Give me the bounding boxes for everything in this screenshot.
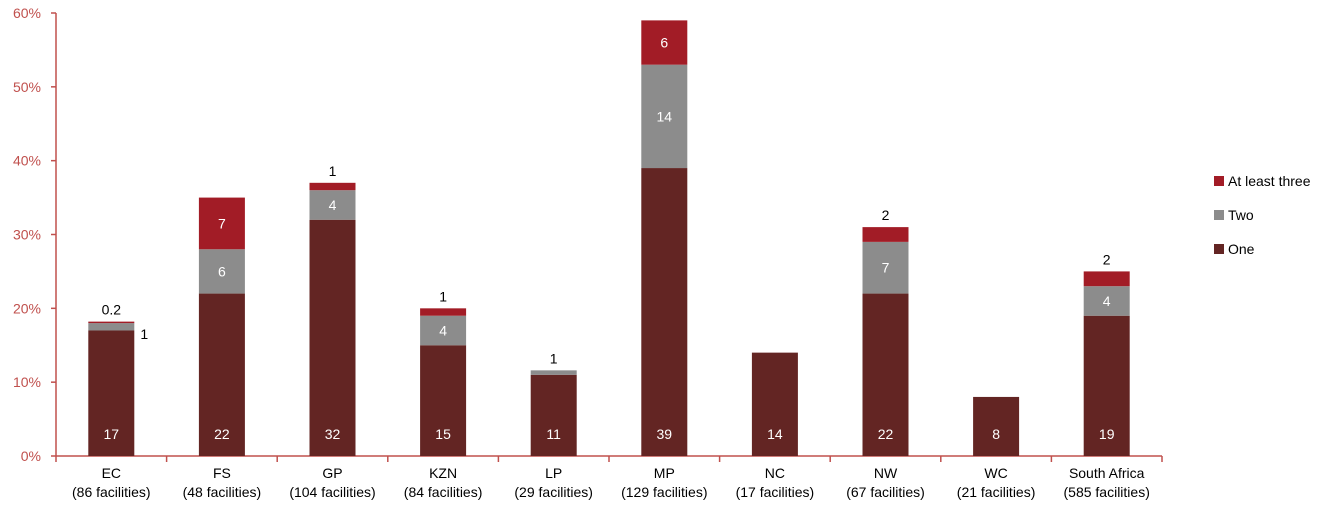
bar-segment — [420, 345, 467, 456]
data-label: 14 — [767, 426, 783, 442]
bar-segment — [198, 197, 245, 250]
x-category-sublabel: (17 facilities) — [736, 484, 815, 500]
x-category-sublabel: (48 facilities) — [183, 484, 262, 500]
y-tick-label: 50% — [13, 79, 41, 95]
bar-segment — [641, 64, 688, 169]
bar-segment — [1083, 315, 1130, 456]
bar-segment — [198, 249, 245, 294]
bar-segment — [1083, 271, 1130, 287]
bar-segment — [88, 330, 135, 456]
y-tick-label: 20% — [13, 300, 41, 316]
x-category-label: GP — [322, 465, 342, 481]
y-tick-label: 30% — [13, 227, 41, 243]
x-category-label: KZN — [429, 465, 457, 481]
data-label: 32 — [325, 426, 341, 442]
data-label: 14 — [657, 108, 673, 124]
bar-segment — [1083, 286, 1130, 316]
x-category-sublabel: (86 facilities) — [72, 484, 151, 500]
legend-swatch — [1214, 176, 1224, 186]
data-label: 4 — [1103, 293, 1111, 309]
data-label: 11 — [546, 426, 561, 442]
x-category-label: LP — [545, 465, 562, 481]
data-label: 6 — [218, 263, 226, 279]
bar-segment — [198, 293, 245, 456]
x-category-label: MP — [654, 465, 675, 481]
bar-segment — [862, 227, 909, 242]
x-category-label: South Africa — [1069, 465, 1145, 481]
bar-segment — [862, 241, 909, 294]
y-tick-label: 10% — [13, 374, 41, 390]
x-category-sublabel: (585 facilities) — [1064, 484, 1150, 500]
bar-segment — [309, 219, 356, 456]
bar-segment — [309, 182, 356, 191]
bar-segment — [530, 374, 577, 456]
data-label: 1 — [439, 288, 447, 304]
x-category-label: NC — [765, 465, 785, 481]
x-category-label: WC — [984, 465, 1007, 481]
y-tick-label: 40% — [13, 153, 41, 169]
bar-segment — [420, 308, 467, 316]
bar-segment — [751, 352, 798, 456]
bar-segment — [420, 315, 467, 346]
data-label: 22 — [878, 426, 894, 442]
x-category-sublabel: (67 facilities) — [846, 484, 925, 500]
bar-segment — [641, 20, 688, 65]
data-label: 15 — [435, 426, 451, 442]
x-category-label: NW — [874, 465, 898, 481]
data-label: 0.2 — [102, 302, 122, 318]
bar-segment — [530, 370, 577, 375]
data-label: 1 — [550, 350, 558, 366]
bar-segment — [973, 396, 1020, 456]
x-category-sublabel: (29 facilities) — [514, 484, 593, 500]
x-category-label: EC — [102, 465, 121, 481]
data-label: 1 — [329, 163, 337, 179]
bar-segment — [88, 321, 135, 324]
legend-label: One — [1228, 241, 1255, 257]
data-label: 7 — [882, 260, 890, 276]
bar-segment — [88, 323, 135, 331]
x-category-sublabel: (84 facilities) — [404, 484, 483, 500]
data-label: 4 — [439, 322, 447, 338]
data-label: 2 — [1103, 251, 1111, 267]
bar-segment — [641, 168, 688, 457]
legend-label: At least three — [1228, 173, 1311, 189]
data-label: 22 — [214, 426, 230, 442]
bar-segment — [862, 293, 909, 456]
legend-swatch — [1214, 244, 1224, 254]
bar-segment — [309, 190, 356, 220]
data-label: 19 — [1099, 426, 1115, 442]
y-tick-label: 60% — [13, 5, 41, 21]
x-category-sublabel: (21 facilities) — [957, 484, 1036, 500]
x-category-label: FS — [213, 465, 231, 481]
data-label: 7 — [218, 215, 226, 231]
data-label: 17 — [104, 426, 120, 442]
data-label: 4 — [329, 197, 337, 213]
data-label: 1 — [140, 326, 148, 342]
y-tick-label: 0% — [21, 448, 41, 464]
legend-label: Two — [1228, 207, 1254, 223]
legend-swatch — [1214, 210, 1224, 220]
data-label: 6 — [660, 35, 668, 51]
data-label: 8 — [992, 426, 1000, 442]
x-category-sublabel: (104 facilities) — [289, 484, 375, 500]
data-label: 2 — [882, 207, 890, 223]
x-category-sublabel: (129 facilities) — [621, 484, 707, 500]
data-label: 39 — [657, 426, 673, 442]
